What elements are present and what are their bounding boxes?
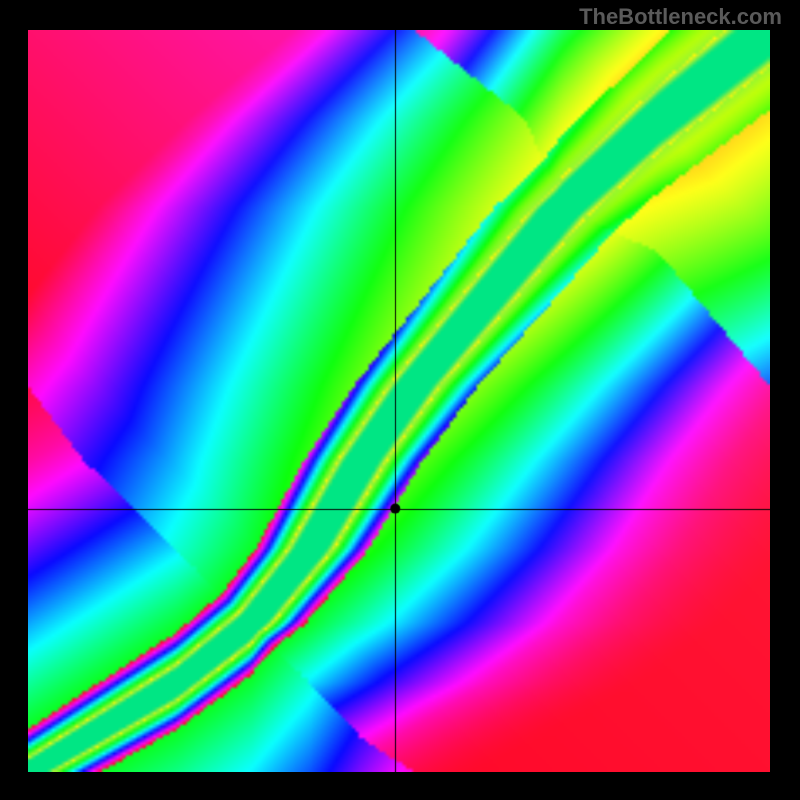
bottleneck-heatmap (28, 30, 770, 772)
watermark-text: TheBottleneck.com (579, 4, 782, 30)
chart-container: TheBottleneck.com (0, 0, 800, 800)
